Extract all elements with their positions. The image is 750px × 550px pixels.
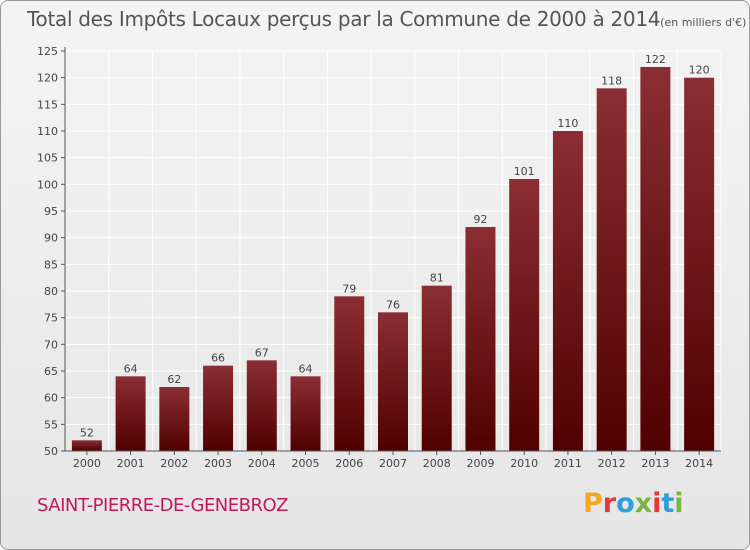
bar-2002: [159, 387, 190, 451]
y-tick-label: 70: [44, 338, 58, 351]
data-label-2001: 64: [124, 362, 138, 375]
logo-letter: x: [634, 488, 653, 519]
y-tick-label: 110: [37, 125, 58, 138]
data-label-2011: 110: [557, 117, 578, 130]
bar-2007: [378, 312, 408, 451]
y-tick-label: 90: [44, 232, 58, 245]
y-tick-label: 105: [37, 152, 58, 165]
x-tick-label-2000: 2000: [73, 457, 101, 470]
x-tick-label-2011: 2011: [554, 457, 582, 470]
data-label-2004: 67: [255, 346, 269, 359]
bar-2009: [465, 227, 496, 451]
data-label-2006: 79: [342, 282, 356, 295]
y-tick-label: 100: [37, 178, 58, 191]
bar-2012: [596, 88, 627, 451]
x-tick-label-2002: 2002: [160, 457, 188, 470]
y-tick-label: 60: [44, 392, 58, 405]
y-tick-label: 65: [44, 365, 58, 378]
y-tick-label: 85: [44, 258, 58, 271]
data-label-2000: 52: [80, 426, 94, 439]
data-label-2005: 64: [299, 362, 313, 375]
bar-2010: [509, 179, 540, 451]
bar-2008: [421, 285, 452, 451]
x-tick-label-2003: 2003: [204, 457, 232, 470]
chart-title: Total des Impôts Locaux perçus par la Co…: [27, 7, 746, 31]
bar-2006: [334, 296, 365, 451]
data-labels: 52 64 62 66 67 64 79 76 81 92 101 110 118 122 120: [80, 53, 710, 439]
x-tick-label-2001: 2001: [117, 457, 145, 470]
y-tick-label: 75: [44, 312, 58, 325]
y-tick-label: 115: [37, 98, 58, 111]
logo-letter: r: [602, 488, 617, 519]
y-tick-label: 120: [37, 72, 58, 85]
data-label-2010: 101: [514, 165, 535, 178]
logo-letter: t: [661, 488, 675, 519]
y-tick-label: 50: [44, 445, 58, 458]
bar-2001: [115, 376, 146, 451]
chart-unit: (en milliers d'€): [660, 16, 747, 29]
x-tick-label-2014: 2014: [685, 457, 713, 470]
logo-letter: i: [652, 488, 662, 519]
x-tick-label-2006: 2006: [335, 457, 363, 470]
bar-2003: [203, 365, 234, 451]
x-tick-label-2005: 2005: [292, 457, 320, 470]
x-tick-label-2007: 2007: [379, 457, 407, 470]
data-label-2002: 62: [167, 373, 181, 386]
commune-name: SAINT-PIERRE-DE-GENEBROZ: [37, 495, 289, 516]
x-tick-label-2004: 2004: [248, 457, 276, 470]
bar-2000: [71, 440, 102, 451]
data-label-2012: 118: [601, 74, 622, 87]
data-label-2007: 76: [386, 298, 400, 311]
x-tick-label-2008: 2008: [423, 457, 451, 470]
x-tick-label-2009: 2009: [466, 457, 494, 470]
data-label-2003: 66: [211, 352, 225, 365]
y-tick-label: 80: [44, 285, 58, 298]
bar-2013: [640, 67, 671, 451]
bar-2011: [552, 131, 583, 451]
logo-letter: P: [583, 488, 603, 519]
bars: [71, 67, 715, 452]
data-label-2014: 120: [689, 64, 710, 77]
bar-2004: [246, 360, 277, 451]
x-tick-label-2010: 2010: [510, 457, 538, 470]
data-label-2008: 81: [430, 272, 444, 285]
chart-title-text: Total des Impôts Locaux perçus par la Co…: [27, 7, 661, 31]
y-tick-label: 125: [37, 45, 58, 58]
data-label-2013: 122: [645, 53, 666, 66]
axes: 50 55 60 65 70 75 80 85 90 95 100 105 110 115 120 125 20…: [37, 45, 721, 470]
x-tick-label-2013: 2013: [641, 457, 669, 470]
x-tick-label-2012: 2012: [598, 457, 626, 470]
proxiti-logo[interactable]: Proxiti: [583, 488, 684, 519]
y-tick-label: 55: [44, 418, 58, 431]
data-label-2009: 92: [473, 213, 487, 226]
bar-2014: [684, 77, 715, 452]
y-tick-label: 95: [44, 205, 58, 218]
logo-letter: i: [674, 488, 684, 519]
bar-2005: [290, 376, 321, 451]
logo-letter: o: [616, 488, 635, 519]
